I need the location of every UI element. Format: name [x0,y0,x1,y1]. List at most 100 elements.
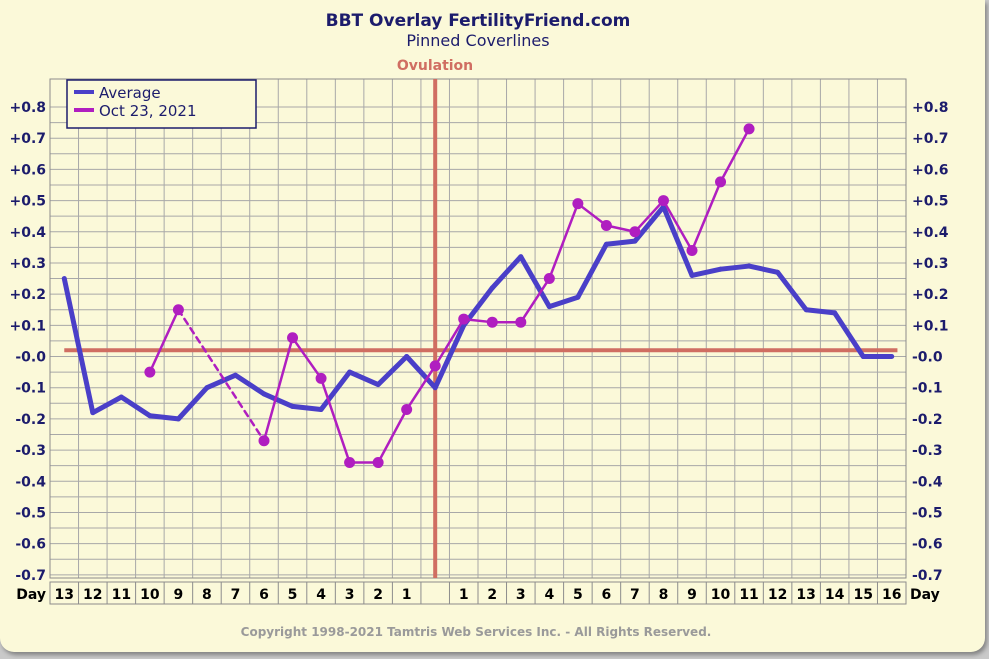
y-tick-left: -0.2 [15,412,46,428]
y-tick-left: +0.5 [9,194,46,210]
day-label: 10 [140,587,160,603]
y-tick-right: +0.2 [912,287,949,303]
day-label: 1 [402,587,412,603]
y-tick-right: -0.5 [912,505,943,521]
y-tick-right: -0.7 [912,568,943,584]
series-segment [832,310,866,359]
series-segment [775,269,809,313]
day-axis-label-left: Day [16,587,46,603]
data-point [543,273,555,285]
legend: Average Oct 23, 2021 [66,79,257,129]
series-segment [662,199,694,252]
series-segment [660,204,695,278]
chart-subtitle: Pinned Coverlines [406,31,549,50]
data-point [515,316,527,328]
series-segment [291,336,323,380]
series-segment [318,369,353,413]
series-segment [576,202,608,227]
day-label: 13 [55,587,74,603]
day-label: 15 [853,587,872,603]
data-point [315,372,327,384]
series-segment [147,413,181,422]
data-point [287,332,299,344]
day-label: 2 [487,587,497,603]
series-segment [719,127,751,184]
series-segment [61,276,96,416]
y-tick-left: -0.3 [15,443,46,459]
data-point [486,316,498,328]
y-tick-right: +0.3 [912,256,949,272]
chart-title: BBT Overlay FertilityFriend.com [326,11,631,31]
day-label: 5 [573,587,583,603]
y-tick-right: -0.2 [912,412,943,428]
day-label: 10 [711,587,731,603]
series-segment [261,391,296,409]
data-point [743,123,755,135]
series-segment [375,354,410,388]
day-label: 4 [544,587,554,603]
y-tick-left: +0.3 [9,256,46,272]
series-segment [405,364,437,411]
y-tick-right: +0.8 [912,100,949,116]
day-label: 6 [259,587,269,603]
series-segment [518,254,552,310]
grid [49,78,907,579]
y-tick-right: -0.3 [912,443,943,459]
series-segment [689,266,724,278]
series-segment [433,317,465,368]
x-axis-day-labels: 13 12 11 10 9 8 7 6 5 4 3 2 1 1 2 3 4 5 6 7 8 9 10 11 12 13 14 15 16… [16,581,940,605]
y-tick-left: +0.2 [9,287,46,303]
y-tick-left: +0.8 [9,100,46,116]
series-segment [632,204,666,244]
series-segment [718,263,752,272]
day-label: 4 [316,587,326,603]
series-cycle [144,123,755,469]
day-label: 9 [174,587,184,603]
day-label: 12 [83,587,102,603]
y-tick-right: +0.1 [912,318,949,334]
day-label: 5 [288,587,298,603]
copyright-text: Copyright 1998-2021 Tamtris Web Services… [241,625,712,639]
series-segment [148,308,180,374]
y-tick-right: -0.1 [912,381,943,397]
series-segment [690,180,722,252]
data-point [172,304,184,316]
y-tick-left: +0.6 [9,162,46,178]
y-tick-right: -0.6 [912,537,943,553]
data-point [600,220,612,232]
series-segment [404,354,438,391]
series-average [61,204,895,422]
data-point [144,366,156,378]
day-label: 8 [202,587,212,603]
data-point [572,198,584,210]
day-label: 13 [796,587,815,603]
series-segment [519,277,551,324]
series-segment [432,322,467,391]
series-segment [546,294,581,310]
y-axis-ticks: +0.8 +0.8 +0.7 +0.7 +0.6 +0.6 +0.5 +0.5 +0.4 +0.4… [9,100,948,584]
series-segment [603,238,638,247]
day-label: 7 [630,587,640,603]
data-point [258,435,270,447]
data-point [372,457,384,469]
y-tick-right: -0.4 [912,474,943,490]
data-point [458,313,470,325]
series-segment [177,308,266,442]
y-tick-left: -0.6 [15,537,46,553]
y-tick-left: -0.4 [15,474,46,490]
day-label: 3 [516,587,526,603]
y-tick-left: -0.1 [15,381,46,397]
ovulation-label: Ovulation [397,58,473,74]
day-label: 9 [687,587,697,603]
day-label: 16 [882,587,901,603]
series-segment [347,369,381,388]
day-label: 12 [768,587,787,603]
legend-average-label: Average [99,84,161,102]
y-tick-right: +0.7 [912,131,949,147]
series-segment [803,307,838,316]
day-label: 8 [659,587,669,603]
day-label: 2 [373,587,383,603]
day-label: 11 [739,587,758,603]
